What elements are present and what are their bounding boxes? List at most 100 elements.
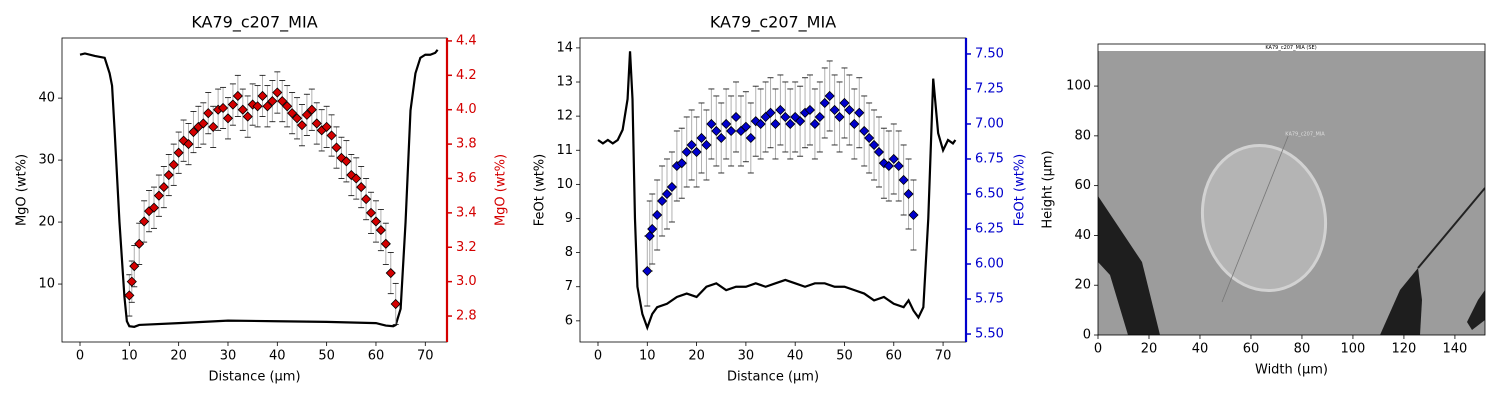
data-point bbox=[365, 207, 377, 218]
x-tick-label: 60 bbox=[368, 349, 385, 364]
data-point bbox=[780, 111, 791, 123]
x-tick-label: 0 bbox=[594, 349, 602, 364]
data-point bbox=[647, 223, 658, 235]
y2-tick-label: 3.8 bbox=[456, 137, 477, 152]
data-point bbox=[642, 265, 653, 277]
data-point bbox=[740, 121, 751, 132]
data-point bbox=[730, 111, 742, 123]
y-tick-label: 8 bbox=[565, 245, 573, 260]
x-axis-label: Distance (µm) bbox=[727, 370, 819, 385]
data-point bbox=[183, 139, 194, 150]
y2-tick-label: 3.0 bbox=[456, 274, 477, 289]
profile-line bbox=[79, 49, 439, 328]
x-tick-label: 50 bbox=[836, 349, 853, 364]
data-point bbox=[676, 158, 687, 169]
y-axis-label: FeOt (wt%) bbox=[533, 154, 548, 226]
data-point bbox=[291, 113, 303, 124]
data-point bbox=[326, 130, 337, 141]
dark-phase bbox=[1380, 268, 1422, 335]
y-tick-label: 20 bbox=[1074, 278, 1091, 293]
y-axis-label: MgO (wt%) bbox=[15, 154, 30, 226]
data-point bbox=[306, 104, 317, 115]
data-point bbox=[277, 96, 288, 107]
y2-tick-label: 6.50 bbox=[975, 186, 1004, 201]
data-point bbox=[721, 118, 732, 130]
data-point bbox=[795, 116, 806, 127]
data-point bbox=[232, 90, 243, 102]
y2-axis-label: MgO (wt%) bbox=[494, 154, 509, 226]
data-point bbox=[834, 111, 845, 123]
data-point bbox=[375, 224, 386, 236]
data-point bbox=[361, 194, 372, 205]
data-point bbox=[126, 276, 137, 287]
x-tick-label: 40 bbox=[269, 349, 286, 364]
data-point bbox=[262, 101, 273, 112]
y2-tick-label: 4.2 bbox=[456, 68, 477, 83]
data-point bbox=[380, 238, 391, 249]
x-tick-label: 60 bbox=[1243, 342, 1260, 357]
data-point bbox=[839, 97, 850, 109]
y-tick-label: 0 bbox=[1083, 328, 1091, 343]
data-point bbox=[745, 132, 756, 144]
data-point bbox=[311, 118, 322, 129]
y-axis-label: Height (µm) bbox=[1041, 150, 1056, 228]
y2-tick-label: 7.00 bbox=[975, 116, 1004, 131]
data-point bbox=[711, 125, 722, 137]
data-point bbox=[247, 99, 258, 110]
sem-image: KA79_c207_MIA KA79_c207_MIA (SE) bbox=[1098, 44, 1485, 335]
data-point bbox=[321, 121, 332, 132]
data-point bbox=[356, 182, 367, 193]
y-tick-label: 40 bbox=[38, 91, 55, 106]
y-tick-label: 12 bbox=[556, 109, 573, 124]
x-tick-label: 0 bbox=[1094, 342, 1102, 357]
data-point bbox=[222, 113, 234, 124]
transect-line bbox=[1221, 133, 1290, 303]
x-tick-label: 40 bbox=[787, 349, 804, 364]
data-point bbox=[819, 97, 830, 109]
data-point bbox=[864, 132, 875, 144]
data-point bbox=[898, 174, 909, 186]
data-point bbox=[301, 109, 312, 120]
image-header bbox=[1098, 44, 1485, 51]
y-tick-label: 10 bbox=[38, 277, 55, 292]
data-point bbox=[657, 195, 668, 207]
y-tick-label: 80 bbox=[1074, 128, 1091, 143]
transect-label: KA79_c207_MIA bbox=[1285, 132, 1325, 138]
y2-tick-label: 3.2 bbox=[456, 240, 477, 255]
y-tick-label: 30 bbox=[38, 153, 55, 168]
x-tick-label: 70 bbox=[417, 349, 434, 364]
y2-tick-label: 4.0 bbox=[456, 102, 477, 117]
y2-tick-label: 7.50 bbox=[975, 46, 1004, 61]
data-point bbox=[267, 96, 278, 107]
y-tick-label: 20 bbox=[38, 215, 55, 230]
data-point bbox=[188, 126, 199, 138]
data-point bbox=[868, 139, 880, 151]
data-point bbox=[163, 169, 174, 181]
data-point bbox=[775, 104, 786, 116]
x-tick-label: 20 bbox=[1141, 342, 1158, 357]
y-tick-label: 7 bbox=[565, 279, 573, 294]
dark-phase bbox=[1467, 290, 1485, 330]
data-point bbox=[908, 209, 919, 221]
x-tick-label: 80 bbox=[1294, 342, 1311, 357]
data-point bbox=[691, 146, 702, 158]
y2-axis-label: FeOt (wt%) bbox=[1013, 154, 1028, 226]
data-point bbox=[681, 146, 692, 158]
data-point bbox=[272, 87, 283, 98]
x-tick-label: 60 bbox=[886, 349, 903, 364]
data-point bbox=[873, 146, 885, 158]
inclusion bbox=[1200, 143, 1328, 293]
data-point bbox=[390, 298, 401, 310]
data-point bbox=[341, 156, 352, 167]
data-point bbox=[282, 101, 293, 112]
data-point bbox=[661, 188, 673, 200]
x-tick-label: 40 bbox=[1192, 342, 1209, 357]
data-point bbox=[755, 118, 766, 130]
data-point bbox=[726, 125, 737, 137]
data-point bbox=[804, 104, 816, 116]
data-point bbox=[331, 142, 342, 153]
y2-tick-label: 6.00 bbox=[975, 257, 1004, 272]
x-tick-label: 70 bbox=[935, 349, 952, 364]
data-point bbox=[217, 102, 229, 114]
